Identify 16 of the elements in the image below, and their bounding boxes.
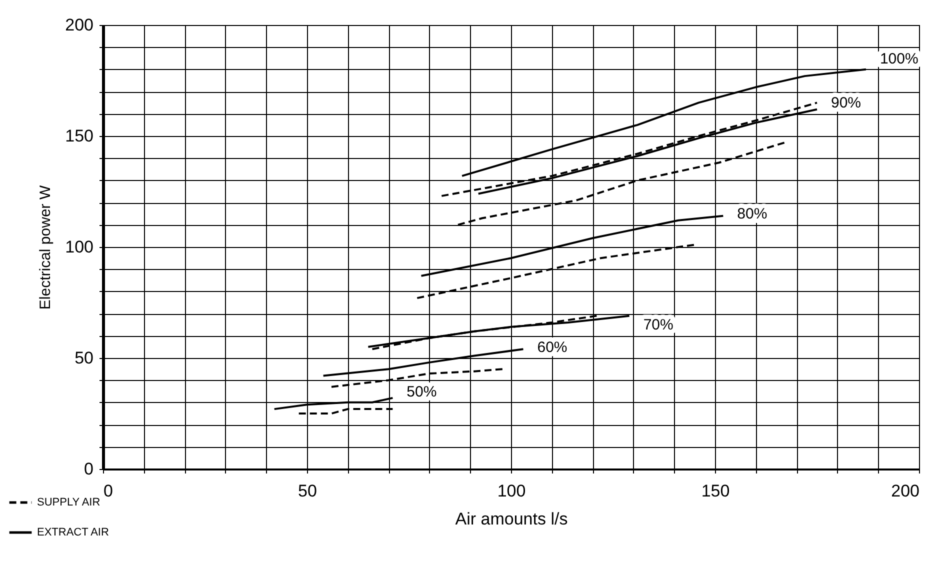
y-axis-title: Electrical power W [37,184,54,310]
x-tick-label: 0 [104,482,113,500]
annotation: 70% [643,316,674,334]
x-tick-label: 150 [701,482,730,500]
x-tick-label: 50 [298,482,317,500]
x-axis-title: Air amounts l/s [455,510,568,528]
annotation: 100% [880,50,918,68]
legend-label: EXTRACT AIR [37,526,109,538]
y-tick-label: 50 [74,348,94,368]
x-tick-label: 100 [497,482,526,500]
y-tick-label: 100 [65,238,94,256]
y-tick-label: 150 [65,126,94,146]
x-tick-label: 200 [891,482,920,500]
y-tick-label: 200 [65,16,94,34]
legend-label: SUPPLY AIR [37,496,100,508]
y-tick-label: 0 [84,460,94,478]
